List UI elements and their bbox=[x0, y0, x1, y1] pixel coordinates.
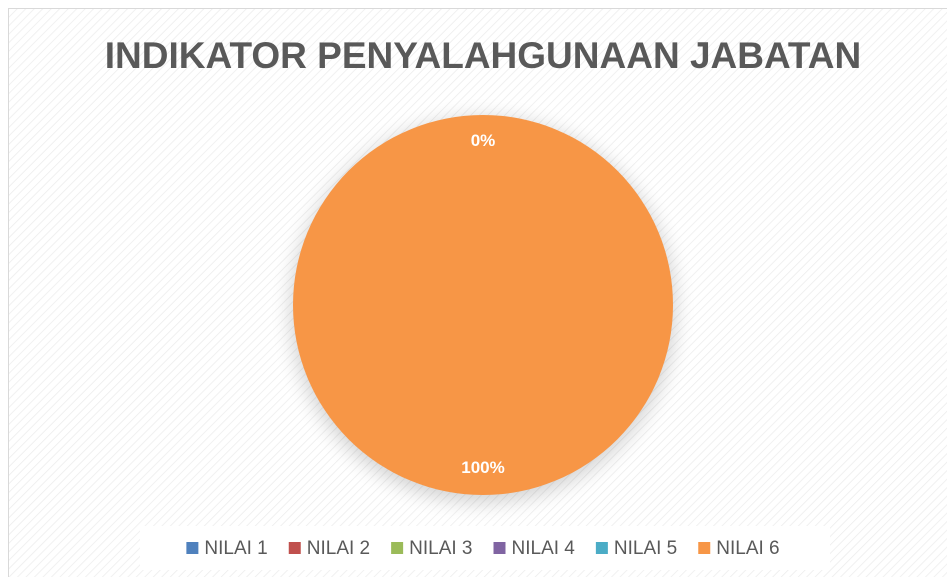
legend-label: NILAI 3 bbox=[409, 538, 472, 559]
legend-label: NILAI 4 bbox=[512, 538, 576, 559]
legend-label: NILAI 2 bbox=[307, 538, 370, 559]
data-label: 0% bbox=[471, 131, 496, 150]
legend-swatch bbox=[391, 542, 404, 554]
legend-swatch bbox=[186, 542, 199, 554]
legend-label: NILAI 5 bbox=[614, 538, 677, 559]
chart-title: INDIKATOR PENYALAHGUNAAN JABATAN bbox=[105, 35, 861, 76]
legend-swatch bbox=[595, 542, 608, 554]
data-label: 100% bbox=[461, 458, 504, 477]
legend-box bbox=[140, 526, 830, 570]
legend-label: NILAI 1 bbox=[204, 538, 267, 559]
pie-slice bbox=[293, 115, 673, 495]
legend-swatch bbox=[493, 542, 506, 554]
legend-swatch bbox=[288, 542, 301, 554]
legend-swatch bbox=[698, 542, 711, 554]
legend-label: NILAI 6 bbox=[716, 538, 779, 559]
